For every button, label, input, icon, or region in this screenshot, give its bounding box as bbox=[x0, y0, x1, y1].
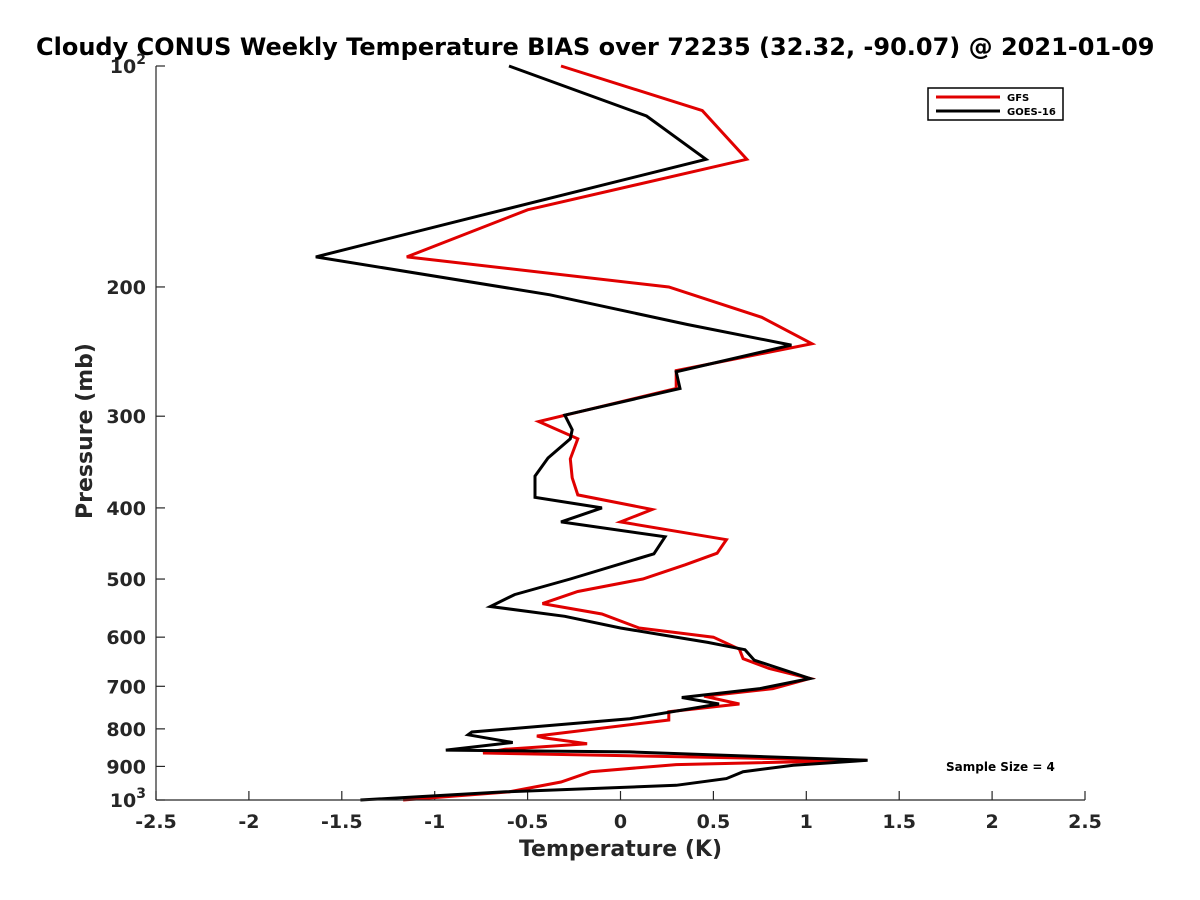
sample-size-annotation: Sample Size = 4 bbox=[946, 760, 1055, 774]
y-axis-label: Pressure (mb) bbox=[73, 343, 98, 519]
x-tick-label: 0 bbox=[614, 811, 627, 833]
x-tick-label: -1 bbox=[424, 811, 445, 833]
x-tick-label: 0.5 bbox=[697, 811, 731, 833]
y-tick-label: 900 bbox=[106, 756, 146, 778]
legend-label-1: GOES-16 bbox=[1007, 107, 1056, 118]
x-tick-label: -0.5 bbox=[507, 811, 549, 833]
y-tick-base: 10 bbox=[110, 790, 136, 812]
legend-box bbox=[927, 87, 1064, 121]
x-tick-label: 2.5 bbox=[1068, 811, 1102, 833]
y-tick-label: 400 bbox=[106, 498, 146, 520]
x-tick-label: -2 bbox=[238, 811, 259, 833]
x-tick-label: 2 bbox=[985, 811, 998, 833]
y-tick-label: 700 bbox=[106, 676, 146, 698]
y-tick-base: 10 bbox=[110, 56, 136, 78]
y-tick-label: 800 bbox=[106, 719, 146, 741]
chart-title: Cloudy CONUS Weekly Temperature BIAS ove… bbox=[36, 33, 1154, 61]
legend: GFS GOES-16 bbox=[927, 87, 1064, 121]
y-tick-label: 500 bbox=[106, 569, 146, 591]
y-tick-label: 200 bbox=[106, 277, 146, 299]
x-tick-label: 1 bbox=[800, 811, 813, 833]
legend-label-0: GFS bbox=[1007, 93, 1029, 104]
y-tick-exponent: 3 bbox=[136, 786, 146, 802]
y-tick-label: 103 bbox=[110, 786, 146, 812]
series-lines bbox=[315, 64, 868, 802]
y-tick-label: 600 bbox=[106, 627, 146, 649]
x-axis-label: Temperature (K) bbox=[519, 837, 722, 862]
y-tick-label: 300 bbox=[106, 406, 146, 428]
series-line-1 bbox=[315, 64, 868, 802]
x-tick-label: 1.5 bbox=[882, 811, 916, 833]
y-tick-label: 102 bbox=[110, 52, 146, 78]
y-tick-exponent: 2 bbox=[136, 52, 146, 68]
x-tick-label: -2.5 bbox=[135, 811, 177, 833]
x-axis-ticks: -2.5 -2 -1.5 -1 -0.5 0 0.5 1 1.5 2 2.5 bbox=[135, 791, 1102, 833]
x-tick-label: -1.5 bbox=[321, 811, 363, 833]
